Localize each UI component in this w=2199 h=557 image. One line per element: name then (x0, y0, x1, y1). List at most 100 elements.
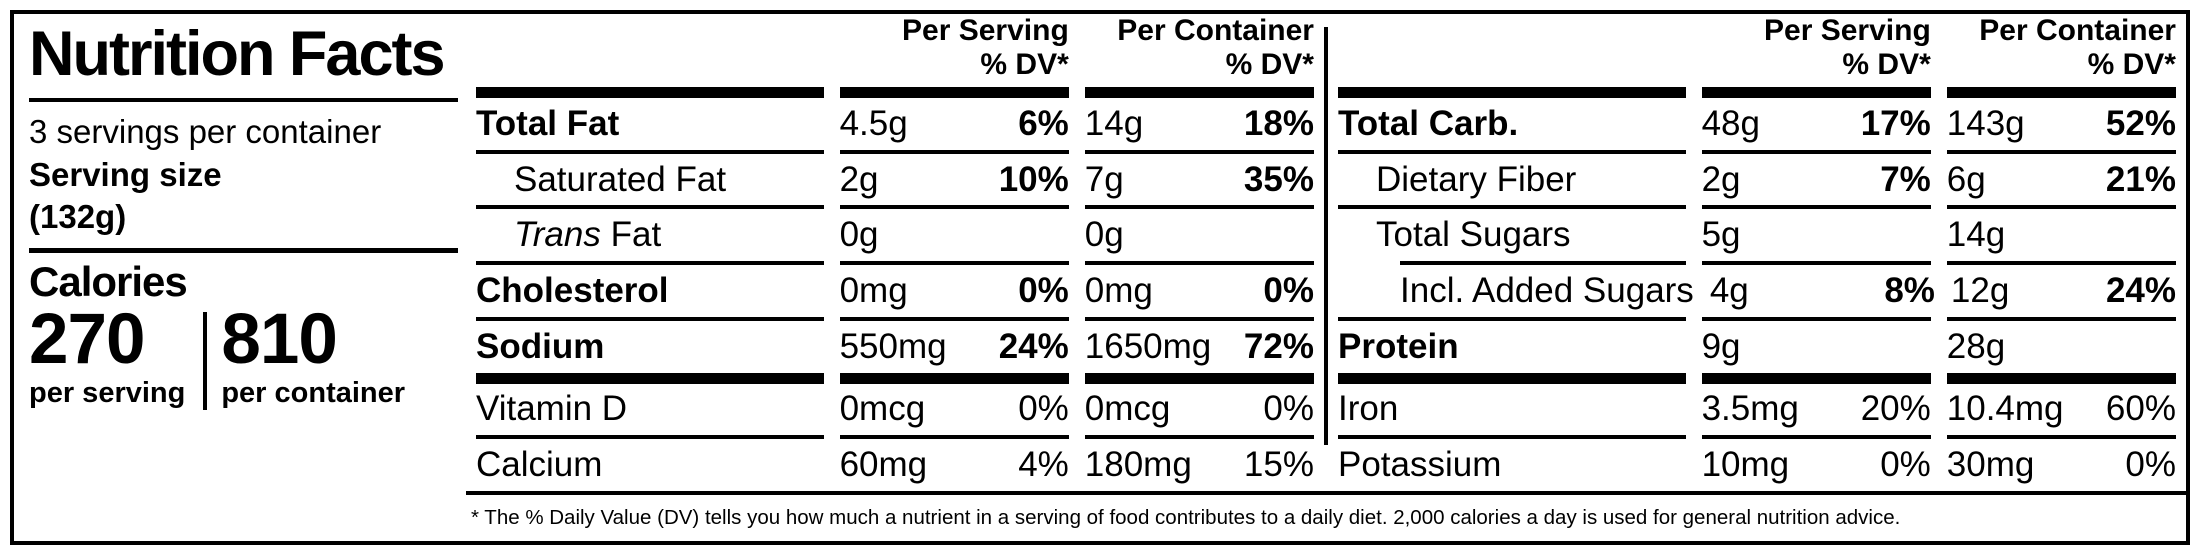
nutrient-name: Vitamin D (476, 389, 824, 429)
title-divider (29, 97, 458, 102)
calories-per-container-value: 810 (221, 300, 337, 380)
nutrient-name-text: Cholesterol (476, 271, 669, 311)
row-separator (1338, 316, 2176, 321)
serving-daily-value: 17% (1860, 103, 1931, 143)
nutrient-name-text: Total Fat (476, 103, 620, 143)
serving-daily-value: 4% (1018, 445, 1069, 485)
serving-amount: 550mg (839, 326, 947, 366)
container-amount: 14g (1084, 103, 1144, 143)
nutrient-row-calcium: Calcium 60mg 4% 180mg 15% (476, 439, 1314, 491)
serving-daily-value: 7% (1880, 159, 1931, 199)
nutrient-name-italic: Trans (514, 215, 611, 255)
per-container-values: 28g (1947, 327, 2176, 367)
container-amount: 14g (1946, 215, 2006, 255)
serving-amount: 2g (1701, 159, 1741, 199)
per-container-values: 143g 52% (1947, 104, 2176, 144)
row-separator (476, 316, 1314, 321)
calories-per-serving-value: 270 (29, 300, 145, 380)
nutrient-name-text: Incl. Added Sugars (1400, 271, 1694, 311)
calories-values: 270 per serving 810 per container (29, 300, 458, 410)
per-container-header: Per Container % DV* (1947, 14, 2176, 89)
nutrient-row-protein: Protein 9g 28g (1338, 321, 2176, 373)
serving-daily-value: 8% (1884, 271, 1935, 311)
per-serving-values: 3.5mg 20% (1702, 389, 1931, 429)
serving-daily-value: 10% (998, 159, 1069, 199)
container-amount: 0mcg (1084, 389, 1171, 429)
nutrient-name-text: Dietary Fiber (1376, 159, 1577, 199)
per-container-values: 180mg 15% (1085, 445, 1314, 485)
container-daily-value: 60% (2105, 389, 2176, 429)
container-amount: 6g (1946, 159, 1986, 199)
per-serving-values: 2g 10% (840, 160, 1069, 200)
per-container-header-dv: % DV* (1225, 47, 1314, 81)
per-serving-values: 0mg 0% (840, 271, 1069, 311)
per-serving-header-dv: % DV* (980, 47, 1069, 81)
nutrient-name-text: Vitamin D (476, 389, 628, 429)
per-serving-values: 4g 8% (1710, 271, 1935, 311)
per-container-header-dv: % DV* (2087, 47, 2176, 81)
nutrient-name-text: Fat (610, 215, 662, 255)
nutrient-name: Potassium (1338, 445, 1686, 485)
column-headers: Per Serving % DV* Per Container % DV* (476, 14, 1314, 87)
container-amount: 28g (1946, 326, 2006, 366)
nutrient-row-total-sugars: Total Sugars 5g 14g (1338, 209, 2176, 261)
nutrient-row-saturated-fat: Saturated Fat 2g 10% 7g 35% (476, 154, 1314, 206)
serving-amount: 48g (1701, 103, 1760, 143)
per-serving-values: 48g 17% (1702, 104, 1931, 144)
per-container-header-title: Per Container (1979, 14, 2176, 47)
per-serving-values: 550mg 24% (840, 327, 1069, 367)
calories-per-container: 810 per container (221, 300, 406, 409)
container-amount: 7g (1084, 159, 1124, 199)
container-daily-value: 15% (1243, 445, 1314, 485)
nutrient-name-text: Calcium (476, 445, 603, 485)
calories-vertical-divider (203, 312, 208, 410)
serving-size-label: Serving size (29, 155, 222, 193)
nutrient-name-text: Saturated Fat (514, 159, 727, 199)
servings-per-container: 3 servings per container (29, 112, 382, 150)
nutrient-name: Protein (1338, 327, 1686, 367)
calories-per-container-label: per container (221, 376, 406, 409)
nutrient-name: Trans Fat (476, 215, 824, 255)
per-serving-values: 4.5g 6% (840, 104, 1069, 144)
per-serving-values: 9g (1702, 327, 1931, 367)
row-separator (476, 261, 1314, 266)
serving-amount: 5g (1701, 215, 1741, 255)
header-spacer (476, 14, 824, 89)
nutrient-row-cholesterol: Cholesterol 0mg 0% 0mg 0% (476, 265, 1314, 317)
nutrient-row-sodium: Sodium 550mg 24% 1650mg 72% (476, 321, 1314, 373)
serving-amount: 10mg (1701, 445, 1790, 485)
per-serving-values: 10mg 0% (1702, 445, 1931, 485)
serving-amount: 3.5mg (1701, 389, 1799, 429)
per-container-values: 14g 18% (1085, 104, 1314, 144)
per-container-values: 6g 21% (1947, 160, 2176, 200)
per-serving-values: 60mg 4% (840, 445, 1069, 485)
nutrient-row-trans-fat: Trans Fat 0g 0g (476, 209, 1314, 261)
nutrient-name: Total Sugars (1338, 215, 1686, 255)
nutrient-name: Calcium (476, 445, 824, 485)
container-amount: 12g (1950, 271, 2010, 311)
per-container-values: 30mg 0% (1947, 445, 2176, 485)
container-amount: 1650mg (1084, 326, 1212, 366)
serving-amount: 9g (1701, 326, 1741, 366)
serving-amount: 0mcg (839, 389, 926, 429)
nutrient-name-text: Potassium (1338, 445, 1502, 485)
header-spacer (1338, 14, 1686, 89)
serving-amount: 0mg (839, 271, 908, 311)
per-serving-values: 0g (840, 215, 1069, 255)
container-amount: 143g (1946, 103, 2025, 143)
container-daily-value: 0% (1263, 389, 1314, 429)
per-container-values: 0mg 0% (1085, 271, 1314, 311)
per-serving-header-title: Per Serving (902, 14, 1069, 47)
serving-daily-value: 0% (1880, 445, 1931, 485)
row-separator (1338, 87, 2176, 98)
serving-amount: 0g (839, 215, 879, 255)
per-serving-header: Per Serving % DV* (840, 14, 1069, 89)
container-daily-value: 21% (2105, 159, 2176, 199)
container-amount: 180mg (1084, 445, 1192, 485)
nutrient-row-total-fat: Total Fat 4.5g 6% 14g 18% (476, 98, 1314, 150)
nutrient-name-text: Total Sugars (1376, 215, 1571, 255)
container-daily-value: 35% (1243, 159, 1314, 199)
daily-value-footnote: * The % Daily Value (DV) tells you how m… (466, 491, 2186, 541)
per-container-values: 0mcg 0% (1085, 389, 1314, 429)
